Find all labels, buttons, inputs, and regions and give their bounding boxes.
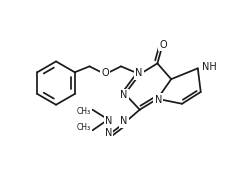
Text: N: N (155, 95, 162, 105)
Text: O: O (101, 68, 109, 78)
Text: N: N (120, 90, 128, 100)
Text: N: N (120, 116, 128, 127)
Text: N: N (135, 68, 142, 78)
Text: CH₃: CH₃ (76, 123, 90, 132)
Text: O: O (160, 40, 167, 50)
Text: NH: NH (202, 62, 216, 72)
Text: CH₃: CH₃ (76, 107, 90, 116)
Text: N: N (106, 116, 113, 125)
Text: N: N (105, 128, 112, 138)
